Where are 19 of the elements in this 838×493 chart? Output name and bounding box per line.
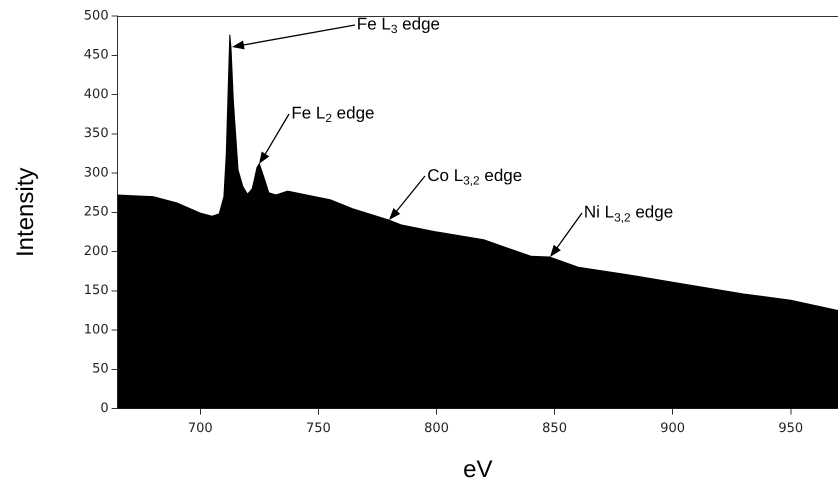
y-tick-label: 100 bbox=[84, 322, 109, 338]
x-tick-label: 950 bbox=[778, 420, 804, 436]
y-tick-label: 0 bbox=[100, 400, 109, 416]
x-tick-label: 750 bbox=[306, 420, 331, 436]
x-tick-label: 700 bbox=[188, 420, 213, 436]
y-tick-label: 300 bbox=[84, 165, 109, 180]
y-tick-label: 500 bbox=[84, 8, 109, 24]
x-tick-label: 900 bbox=[660, 420, 686, 436]
y-axis-title: Intensity bbox=[12, 168, 40, 257]
y-tick-label: 450 bbox=[84, 48, 109, 63]
y-tick-label: 250 bbox=[84, 204, 109, 220]
y-tick-label: 150 bbox=[84, 283, 109, 298]
x-tick-label: 850 bbox=[542, 420, 567, 436]
y-tick-label: 400 bbox=[84, 86, 109, 102]
y-tick-label: 200 bbox=[84, 244, 109, 259]
y-tick-label: 350 bbox=[84, 126, 109, 142]
x-axis-title: eV bbox=[463, 456, 492, 484]
x-tick-label: 800 bbox=[424, 420, 449, 436]
y-tick-label: 50 bbox=[92, 362, 109, 377]
